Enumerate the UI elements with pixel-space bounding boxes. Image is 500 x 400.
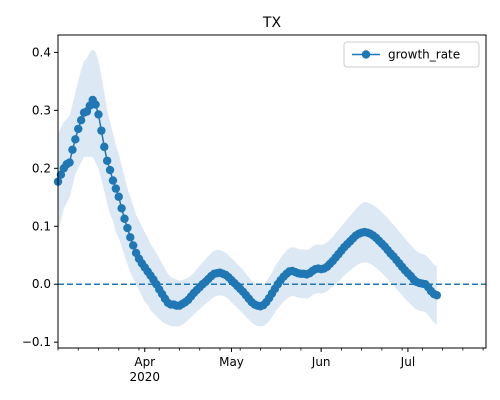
data-point xyxy=(111,184,121,193)
y-tick-label: 0.0 xyxy=(32,277,51,291)
data-point xyxy=(68,145,77,154)
data-point xyxy=(65,158,74,167)
data-point xyxy=(91,100,100,109)
legend: growth_rate xyxy=(343,41,480,68)
data-point xyxy=(97,126,106,135)
y-tick-label: −0.1 xyxy=(22,335,51,349)
x-tick-sublabel: 2020 xyxy=(129,370,160,384)
data-point xyxy=(117,204,126,213)
legend-box xyxy=(343,41,480,68)
x-tick-label: Apr xyxy=(134,355,155,369)
confidence-band xyxy=(58,49,437,327)
y-tick-label: 0.2 xyxy=(32,161,51,175)
data-point xyxy=(71,135,80,144)
legend-entry-label: growth_rate xyxy=(388,48,460,62)
data-point xyxy=(76,116,86,125)
x-tick-label: Jun xyxy=(311,355,331,369)
x-tick-label: Jul xyxy=(400,355,415,369)
y-tick-label: 0.1 xyxy=(32,219,51,233)
y-tick-label: 0.4 xyxy=(32,45,51,59)
data-point xyxy=(74,124,83,134)
data-point xyxy=(108,176,118,185)
data-point xyxy=(114,192,123,201)
data-point xyxy=(105,165,115,175)
y-tick-label: 0.3 xyxy=(32,103,51,117)
data-point xyxy=(100,142,109,152)
data-point xyxy=(123,223,132,233)
axes-frame xyxy=(57,34,487,349)
legend-marker-swatch xyxy=(361,50,371,59)
x-tick-label: May xyxy=(219,355,244,369)
data-point xyxy=(432,291,442,300)
data-point xyxy=(56,170,66,179)
data-point xyxy=(102,156,112,165)
data-point xyxy=(94,110,103,119)
data-point xyxy=(128,241,138,250)
data-point xyxy=(126,233,135,242)
plot-area xyxy=(53,49,486,327)
chart-title: TX xyxy=(262,15,282,31)
data-point xyxy=(120,214,129,223)
